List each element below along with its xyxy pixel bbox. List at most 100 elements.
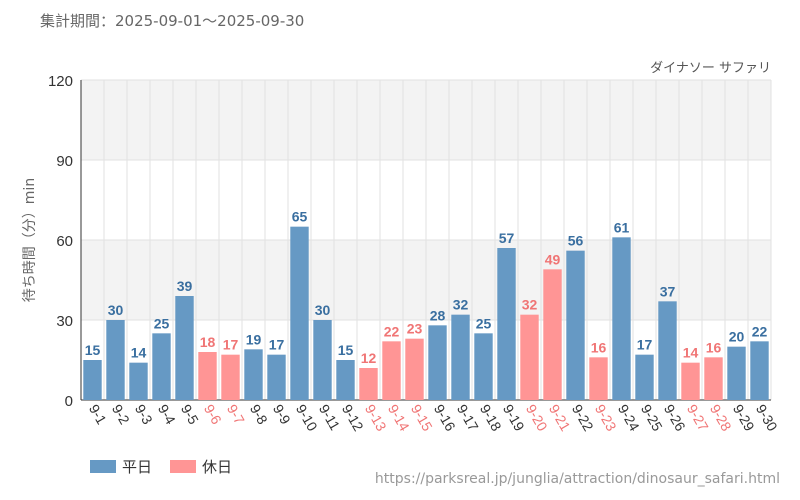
x-tick-label: 9-11 — [316, 402, 343, 434]
x-tick-label: 9-28 — [707, 402, 735, 434]
data-label: 23 — [407, 321, 423, 337]
bar — [244, 349, 263, 400]
source-url[interactable]: https://parksreal.jp/junglia/attraction/… — [374, 471, 780, 487]
bar — [566, 250, 585, 400]
x-tick-label: 9-2 — [109, 402, 133, 428]
bar — [451, 314, 470, 400]
bar — [428, 325, 447, 400]
chart-title: ダイナソー サファリ — [650, 61, 771, 76]
data-label: 39 — [177, 278, 193, 294]
data-label: 37 — [660, 283, 676, 299]
data-label: 32 — [453, 297, 469, 313]
bar — [658, 301, 677, 400]
y-tick-label: 0 — [65, 393, 73, 410]
data-label: 30 — [315, 302, 331, 318]
data-label: 22 — [384, 323, 400, 339]
data-label: 65 — [292, 209, 308, 225]
bar — [198, 352, 217, 400]
data-label: 32 — [522, 297, 538, 313]
x-tick-label: 9-17 — [454, 402, 482, 434]
legend-swatch-weekday — [90, 460, 116, 473]
data-label: 28 — [430, 307, 446, 323]
data-label: 17 — [269, 337, 285, 353]
x-tick-label: 9-5 — [178, 402, 202, 428]
x-tick-label: 9-1 — [86, 402, 110, 428]
legend-swatch-holiday — [170, 460, 197, 473]
x-tick-label: 9-29 — [730, 402, 758, 434]
x-tick-label: 9-20 — [523, 402, 551, 434]
data-label: 14 — [131, 345, 147, 361]
data-label: 19 — [246, 331, 262, 347]
x-tick-label: 9-7 — [224, 402, 248, 428]
x-tick-label: 9-21 — [546, 402, 574, 434]
bar — [129, 362, 148, 400]
x-tick-label: 9-25 — [638, 402, 666, 434]
period-label: 集計期間：2025-09-01～2025-09-30 — [40, 12, 305, 30]
x-tick-label: 9-23 — [592, 402, 620, 434]
bar — [175, 296, 194, 400]
data-label: 30 — [108, 302, 124, 318]
bar — [106, 320, 125, 400]
legend-label-weekday: 平日 — [122, 458, 153, 476]
data-label: 17 — [637, 337, 653, 353]
bar — [635, 354, 654, 400]
x-tick-label: 9-8 — [247, 402, 271, 428]
bar — [359, 368, 378, 400]
bar — [681, 362, 700, 400]
bar — [83, 360, 102, 400]
x-tick-label: 9-18 — [477, 402, 505, 434]
data-label: 57 — [499, 230, 515, 246]
x-tick-label: 9-10 — [293, 402, 321, 434]
x-tick-label: 9-12 — [339, 402, 367, 434]
data-label: 22 — [752, 323, 768, 339]
bar — [382, 341, 401, 400]
bar — [704, 357, 723, 400]
x-tick-label: 9-9 — [270, 402, 294, 428]
bar — [750, 341, 769, 400]
bar — [405, 338, 424, 400]
x-tick-label: 9-22 — [569, 402, 597, 434]
bar — [152, 333, 171, 400]
bar — [589, 357, 608, 400]
legend-item-weekday: 平日 — [90, 456, 152, 477]
y-axis-label: 待ち時間（分）min — [22, 178, 38, 302]
data-label: 16 — [591, 339, 607, 355]
bar — [497, 248, 516, 400]
data-label: 25 — [476, 315, 492, 331]
x-tick-label: 9-4 — [155, 402, 179, 428]
legend-label-holiday: 休日 — [202, 458, 233, 476]
legend-item-holiday: 休日 — [170, 456, 232, 477]
x-tick-label: 9-15 — [408, 402, 436, 434]
bar — [290, 226, 309, 400]
x-tick-label: 9-30 — [753, 402, 781, 434]
x-tick-label: 9-16 — [431, 402, 459, 434]
bar — [474, 333, 493, 400]
data-label: 49 — [545, 251, 561, 267]
data-label: 18 — [200, 334, 216, 350]
data-label: 16 — [706, 339, 722, 355]
y-tick-label: 60 — [56, 233, 73, 250]
bar — [727, 346, 746, 400]
bar — [520, 314, 539, 400]
data-label: 12 — [361, 350, 377, 366]
x-tick-label: 9-24 — [615, 402, 643, 434]
bar — [336, 360, 355, 400]
x-tick-label: 9-3 — [132, 402, 156, 428]
x-tick-label: 9-19 — [500, 402, 528, 434]
x-tick-label: 9-13 — [362, 402, 390, 434]
bar — [313, 320, 332, 400]
data-label: 61 — [614, 219, 630, 235]
legend: 平日 休日 — [90, 456, 232, 477]
data-label: 56 — [568, 233, 584, 249]
data-label: 14 — [683, 345, 699, 361]
x-tick-label: 9-26 — [661, 402, 689, 434]
x-tick-label: 9-14 — [385, 402, 413, 434]
data-label: 20 — [729, 329, 745, 345]
y-tick-label: 90 — [56, 153, 73, 170]
data-label: 15 — [85, 342, 101, 358]
bar — [543, 269, 562, 400]
bar — [267, 354, 286, 400]
x-tick-label: 9-27 — [684, 402, 712, 434]
